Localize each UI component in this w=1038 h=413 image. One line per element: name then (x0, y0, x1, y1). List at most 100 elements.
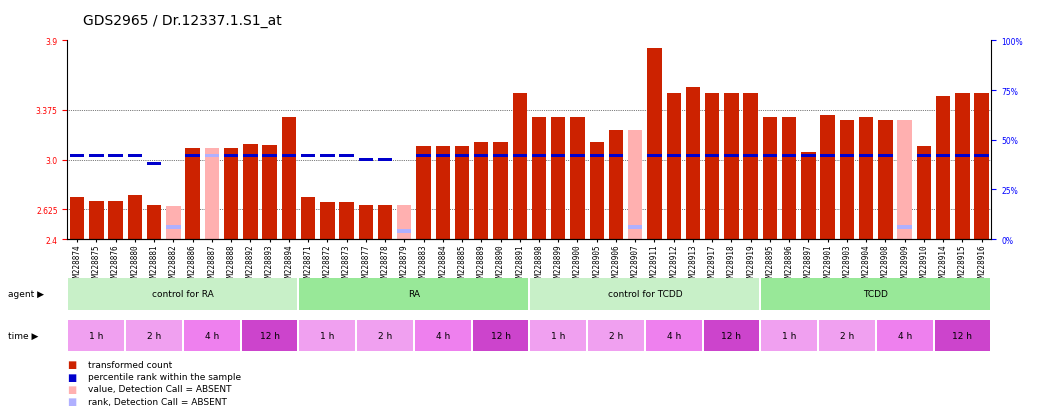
Bar (590, 154, 604, 158)
Bar (301, 197, 316, 240)
Bar (186, 154, 199, 158)
Text: time ▶: time ▶ (8, 331, 38, 340)
Bar (243, 145, 257, 240)
Bar (608, 131, 623, 240)
Text: agent ▶: agent ▶ (8, 290, 45, 299)
Bar (339, 202, 354, 240)
Bar (570, 118, 584, 240)
Bar (934, 320, 990, 351)
Text: 2 h: 2 h (609, 331, 623, 340)
Bar (513, 94, 527, 240)
Bar (358, 159, 373, 162)
Bar (686, 154, 701, 158)
Text: TCDD: TCDD (864, 290, 889, 299)
Bar (224, 154, 239, 158)
Bar (108, 154, 122, 158)
Bar (378, 205, 392, 240)
Bar (761, 278, 990, 310)
Bar (378, 159, 392, 162)
Bar (301, 154, 316, 158)
Bar (339, 154, 354, 158)
Text: ■: ■ (67, 396, 77, 406)
Bar (743, 154, 758, 158)
Bar (474, 154, 489, 158)
Text: 12 h: 12 h (260, 331, 279, 340)
Bar (820, 154, 835, 158)
Bar (877, 320, 932, 351)
Bar (281, 154, 296, 158)
Bar (898, 121, 912, 240)
Bar (281, 118, 296, 240)
Bar (128, 154, 142, 158)
Bar (859, 118, 873, 240)
Bar (69, 278, 298, 310)
Bar (455, 147, 469, 240)
Bar (89, 154, 104, 158)
Bar (725, 94, 739, 240)
Bar (128, 196, 142, 240)
Bar (398, 230, 411, 233)
Bar (531, 154, 546, 158)
Bar (840, 154, 854, 158)
Bar (859, 154, 873, 158)
Bar (648, 154, 661, 158)
Bar (878, 121, 893, 240)
Bar (70, 154, 84, 158)
Text: 4 h: 4 h (666, 331, 681, 340)
Text: ■: ■ (67, 372, 77, 382)
Bar (263, 146, 277, 240)
Text: percentile rank within the sample: percentile rank within the sample (88, 372, 242, 381)
Text: transformed count: transformed count (88, 360, 172, 369)
Bar (70, 197, 84, 240)
Bar (530, 278, 760, 310)
Bar (320, 154, 334, 158)
Bar (819, 320, 875, 351)
Bar (357, 320, 413, 351)
Bar (243, 154, 257, 158)
Bar (472, 320, 528, 351)
Bar (666, 94, 681, 240)
Bar (743, 94, 758, 240)
Text: 4 h: 4 h (436, 331, 449, 340)
Bar (840, 121, 854, 240)
Bar (917, 147, 931, 240)
Text: RA: RA (408, 290, 420, 299)
Bar (608, 154, 623, 158)
Bar (242, 320, 298, 351)
Text: control for RA: control for RA (153, 290, 214, 299)
Bar (686, 88, 701, 240)
Text: 4 h: 4 h (204, 331, 219, 340)
Bar (299, 278, 528, 310)
Bar (763, 118, 777, 240)
Text: 1 h: 1 h (89, 331, 104, 340)
Bar (955, 94, 969, 240)
Text: 2 h: 2 h (147, 331, 161, 340)
Bar (166, 226, 181, 230)
Text: 1 h: 1 h (551, 331, 566, 340)
Text: 12 h: 12 h (491, 331, 511, 340)
Bar (975, 154, 989, 158)
Bar (589, 320, 644, 351)
Bar (705, 94, 719, 240)
Text: 2 h: 2 h (840, 331, 854, 340)
Bar (204, 148, 219, 240)
Bar (224, 148, 239, 240)
Bar (666, 154, 681, 158)
Bar (184, 320, 240, 351)
Text: ■: ■ (67, 359, 77, 369)
Bar (646, 320, 702, 351)
Text: ■: ■ (67, 384, 77, 394)
Bar (898, 226, 912, 230)
Bar (936, 154, 951, 158)
Text: rank, Detection Call = ABSENT: rank, Detection Call = ABSENT (88, 397, 227, 406)
Bar (415, 320, 470, 351)
Bar (320, 202, 334, 240)
Bar (878, 154, 893, 158)
Bar (146, 205, 161, 240)
Bar (551, 118, 566, 240)
Bar (917, 154, 931, 158)
Text: value, Detection Call = ABSENT: value, Detection Call = ABSENT (88, 385, 231, 394)
Bar (531, 118, 546, 240)
Bar (108, 201, 122, 240)
Bar (204, 154, 219, 158)
